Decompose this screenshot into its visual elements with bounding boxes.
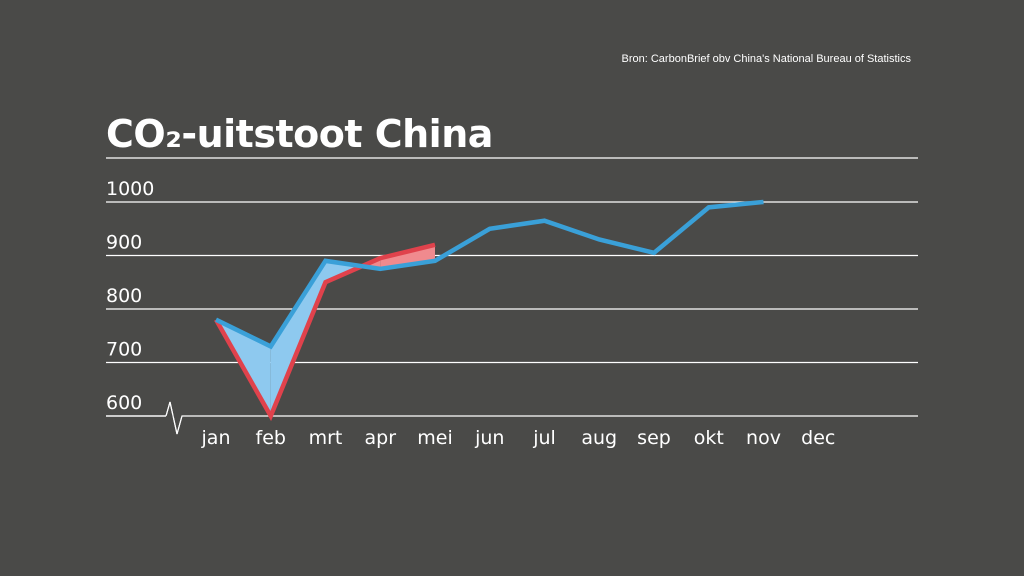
x-tick-feb: feb [256, 427, 286, 449]
x-tick-mei: mei [417, 427, 452, 449]
x-tick-jun: jun [474, 427, 504, 449]
x-tick-aug: aug [581, 427, 617, 449]
y-tick-700: 700 [106, 339, 142, 361]
x-tick-jan: jan [201, 427, 231, 449]
x-tick-okt: okt [694, 427, 724, 449]
source-note: Bron: CarbonBrief obv China's National B… [621, 53, 911, 65]
difference-fill [380, 244, 435, 269]
axis-break-zigzag [165, 401, 190, 435]
chart-title: CO₂-uitstoot China [106, 112, 493, 156]
x-tick-mrt: mrt [309, 427, 343, 449]
x-tick-sep: sep [637, 427, 671, 449]
x-tick-jul: jul [532, 427, 556, 449]
x-tick-apr: apr [364, 427, 396, 449]
y-tick-900: 900 [106, 232, 142, 254]
y-tick-600: 600 [106, 392, 142, 414]
x-tick-dec: dec [801, 427, 835, 449]
y-tick-1000: 1000 [106, 178, 154, 200]
x-tick-nov: nov [746, 427, 781, 449]
y-tick-800: 800 [106, 285, 142, 307]
